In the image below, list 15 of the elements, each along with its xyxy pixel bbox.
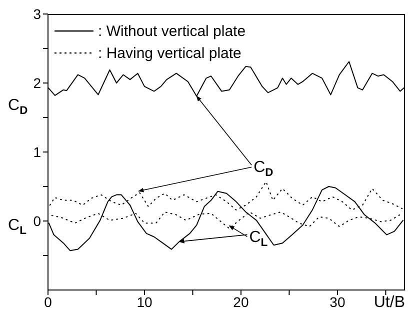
x-tick-label: 30 — [330, 294, 346, 310]
annotation: C$_{D}$ — [254, 159, 274, 180]
x-tick-label: 0 — [44, 294, 52, 310]
y-axis-title: C$_{D}$ — [8, 97, 28, 118]
y-tick-label: 1 — [33, 144, 42, 160]
x-tick-label: 10 — [136, 294, 152, 310]
y-tick-label: 3 — [33, 6, 42, 22]
legend-label: : Having vertical plate — [98, 44, 242, 62]
annotation: C$_{L}$ — [249, 228, 268, 249]
y-tick-label: 0 — [33, 212, 42, 229]
y-tick-label: 2 — [33, 74, 42, 91]
x-tick-label: 20 — [233, 294, 249, 310]
x-axis-title: Ut/B — [374, 294, 405, 311]
legend-label: : Without vertical plate — [98, 22, 246, 40]
text: C$_{L}$ — [8, 216, 26, 237]
